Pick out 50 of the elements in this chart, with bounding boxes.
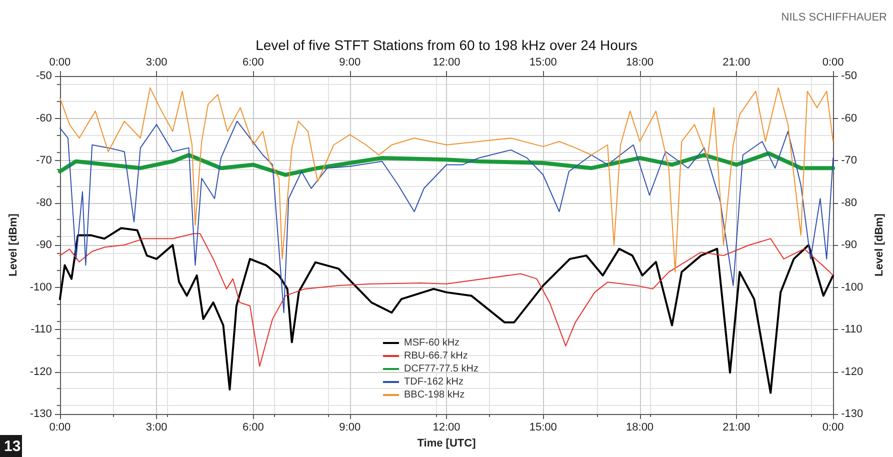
line-series: [58, 151, 836, 177]
y-tick-label: -50: [36, 70, 52, 82]
y-tick-label: -90: [36, 239, 52, 251]
chart-title: Level of five STFT Stations from 60 to 198 kHz over 24 Hours: [256, 37, 638, 53]
y2-tick-label: -100: [841, 281, 864, 294]
x2-tick-label: 3:00: [146, 56, 168, 68]
legend-label: RBU-66.7 kHz: [404, 350, 468, 362]
x2-tick-label: 6:00: [242, 56, 264, 68]
x-tick-label: 21:00: [722, 422, 750, 434]
x-tick-label: 15:00: [529, 422, 557, 434]
x-tick-label: 3:00: [146, 422, 168, 434]
legend-label: DCF77-77.5 kHz: [404, 364, 478, 374]
x2-tick-label: 12:00: [432, 56, 460, 68]
y-tick-label: -80: [36, 196, 52, 209]
x-tick-label: 0:00: [822, 422, 844, 434]
x-tick-label: 0:00: [49, 422, 71, 434]
y-tick-label: -70: [36, 154, 52, 166]
y-tick-label: -110: [30, 324, 52, 336]
legend-label: MSF-60 kHz: [404, 338, 460, 348]
y2-tick-label: -60: [841, 112, 857, 124]
x-axis-title: Time [UTC]: [417, 437, 476, 450]
line-series: [59, 87, 834, 273]
y2-tick-label: -80: [841, 196, 857, 209]
y2-tick-label: -110: [841, 324, 862, 336]
legend-label: BBC-198 kHz: [404, 390, 465, 400]
y-axis-title: Level [dBm]: [8, 213, 20, 276]
x-tick-label: 12:00: [432, 422, 460, 434]
x2-tick-label: 15:00: [529, 56, 557, 68]
x2-tick-label: 0:00: [49, 56, 71, 68]
x2-tick-label: 21:00: [722, 56, 750, 68]
legend-label: TDF-162 kHz: [404, 376, 464, 388]
x2-tick-label: 18:00: [626, 56, 654, 68]
y2-tick-label: -130: [841, 408, 864, 420]
y-tick-label: -100: [30, 281, 52, 294]
x2-tick-label: 0:00: [822, 56, 844, 68]
text: 13: [4, 438, 21, 455]
y-tick-label: -120: [30, 366, 52, 378]
text: NILS SCHIFFHAUER: [781, 12, 888, 24]
y-tick-label: -130: [30, 408, 52, 420]
x-tick-label: 6:00: [242, 422, 264, 434]
x-tick-label: 18:00: [626, 422, 654, 434]
x2-tick-label: 9:00: [339, 56, 361, 68]
line-series: [59, 120, 834, 314]
y2-tick-label: -50: [841, 70, 857, 82]
y2-tick-label: -120: [841, 366, 864, 378]
y2-tick-label: -90: [841, 239, 857, 251]
y-tick-label: -60: [36, 112, 52, 124]
x-tick-label: 9:00: [339, 422, 361, 434]
y2-axis-title: Level [dBm]: [874, 213, 886, 276]
y2-tick-label: -70: [841, 154, 857, 166]
